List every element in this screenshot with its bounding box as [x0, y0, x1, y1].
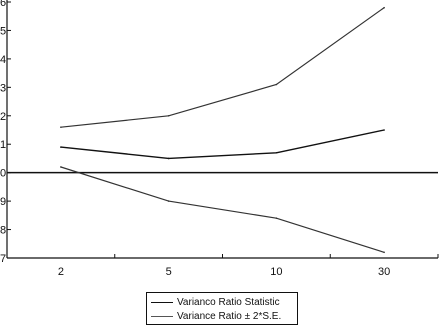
series-0-point-1: [167, 157, 170, 160]
legend-item-bands: Variance Ratio ± 2*S.E.: [151, 310, 281, 323]
legend-swatch-statistic: [151, 302, 173, 303]
y-tick-label-5: 1: [0, 139, 6, 151]
y-tick-label-8: 8: [0, 225, 6, 237]
series-line-1: [60, 7, 385, 128]
y-tick-label-7: 9: [0, 196, 6, 208]
series-2-point-1: [167, 200, 170, 202]
series-1-point-1: [167, 114, 170, 117]
chart-legend: Varianco Ratio Statistic Variance Ratio …: [146, 292, 298, 325]
series-2-point-2: [275, 217, 278, 219]
x-tick-label-2: 10: [270, 266, 282, 278]
y-tick-label-0: 6: [0, 0, 6, 9]
legend-swatch-bands: [151, 316, 173, 317]
series-1-point-0: [60, 126, 62, 128]
series-line-0: [60, 129, 385, 160]
legend-label-statistic: Varianco Ratio Statistic: [177, 297, 280, 308]
series-0-point-0: [60, 146, 62, 148]
series-1-point-3: [383, 6, 385, 9]
x-tick-label-0: 2: [58, 266, 64, 278]
x-tick-label-1: 5: [166, 266, 172, 278]
y-tick-label-6: 0: [0, 168, 6, 180]
legend-label-bands: Variance Ratio ± 2*S.E.: [177, 311, 282, 322]
legend-item-statistic: Varianco Ratio Statistic: [151, 296, 280, 309]
y-tick-label-9: 7: [0, 253, 6, 265]
y-tick-label-2: 4: [0, 54, 6, 66]
series-0-point-2: [275, 151, 278, 154]
x-tick-label-3: 30: [378, 266, 390, 278]
series-2-point-3: [383, 251, 385, 254]
series-line-2: [60, 166, 385, 253]
series-0-point-3: [383, 129, 385, 131]
series-1-point-2: [275, 83, 278, 86]
y-tick-label-1: 5: [0, 25, 6, 37]
y-tick-label-3: 3: [0, 82, 6, 94]
series-2-point-0: [60, 166, 62, 168]
y-tick-label-4: 2: [0, 111, 6, 123]
